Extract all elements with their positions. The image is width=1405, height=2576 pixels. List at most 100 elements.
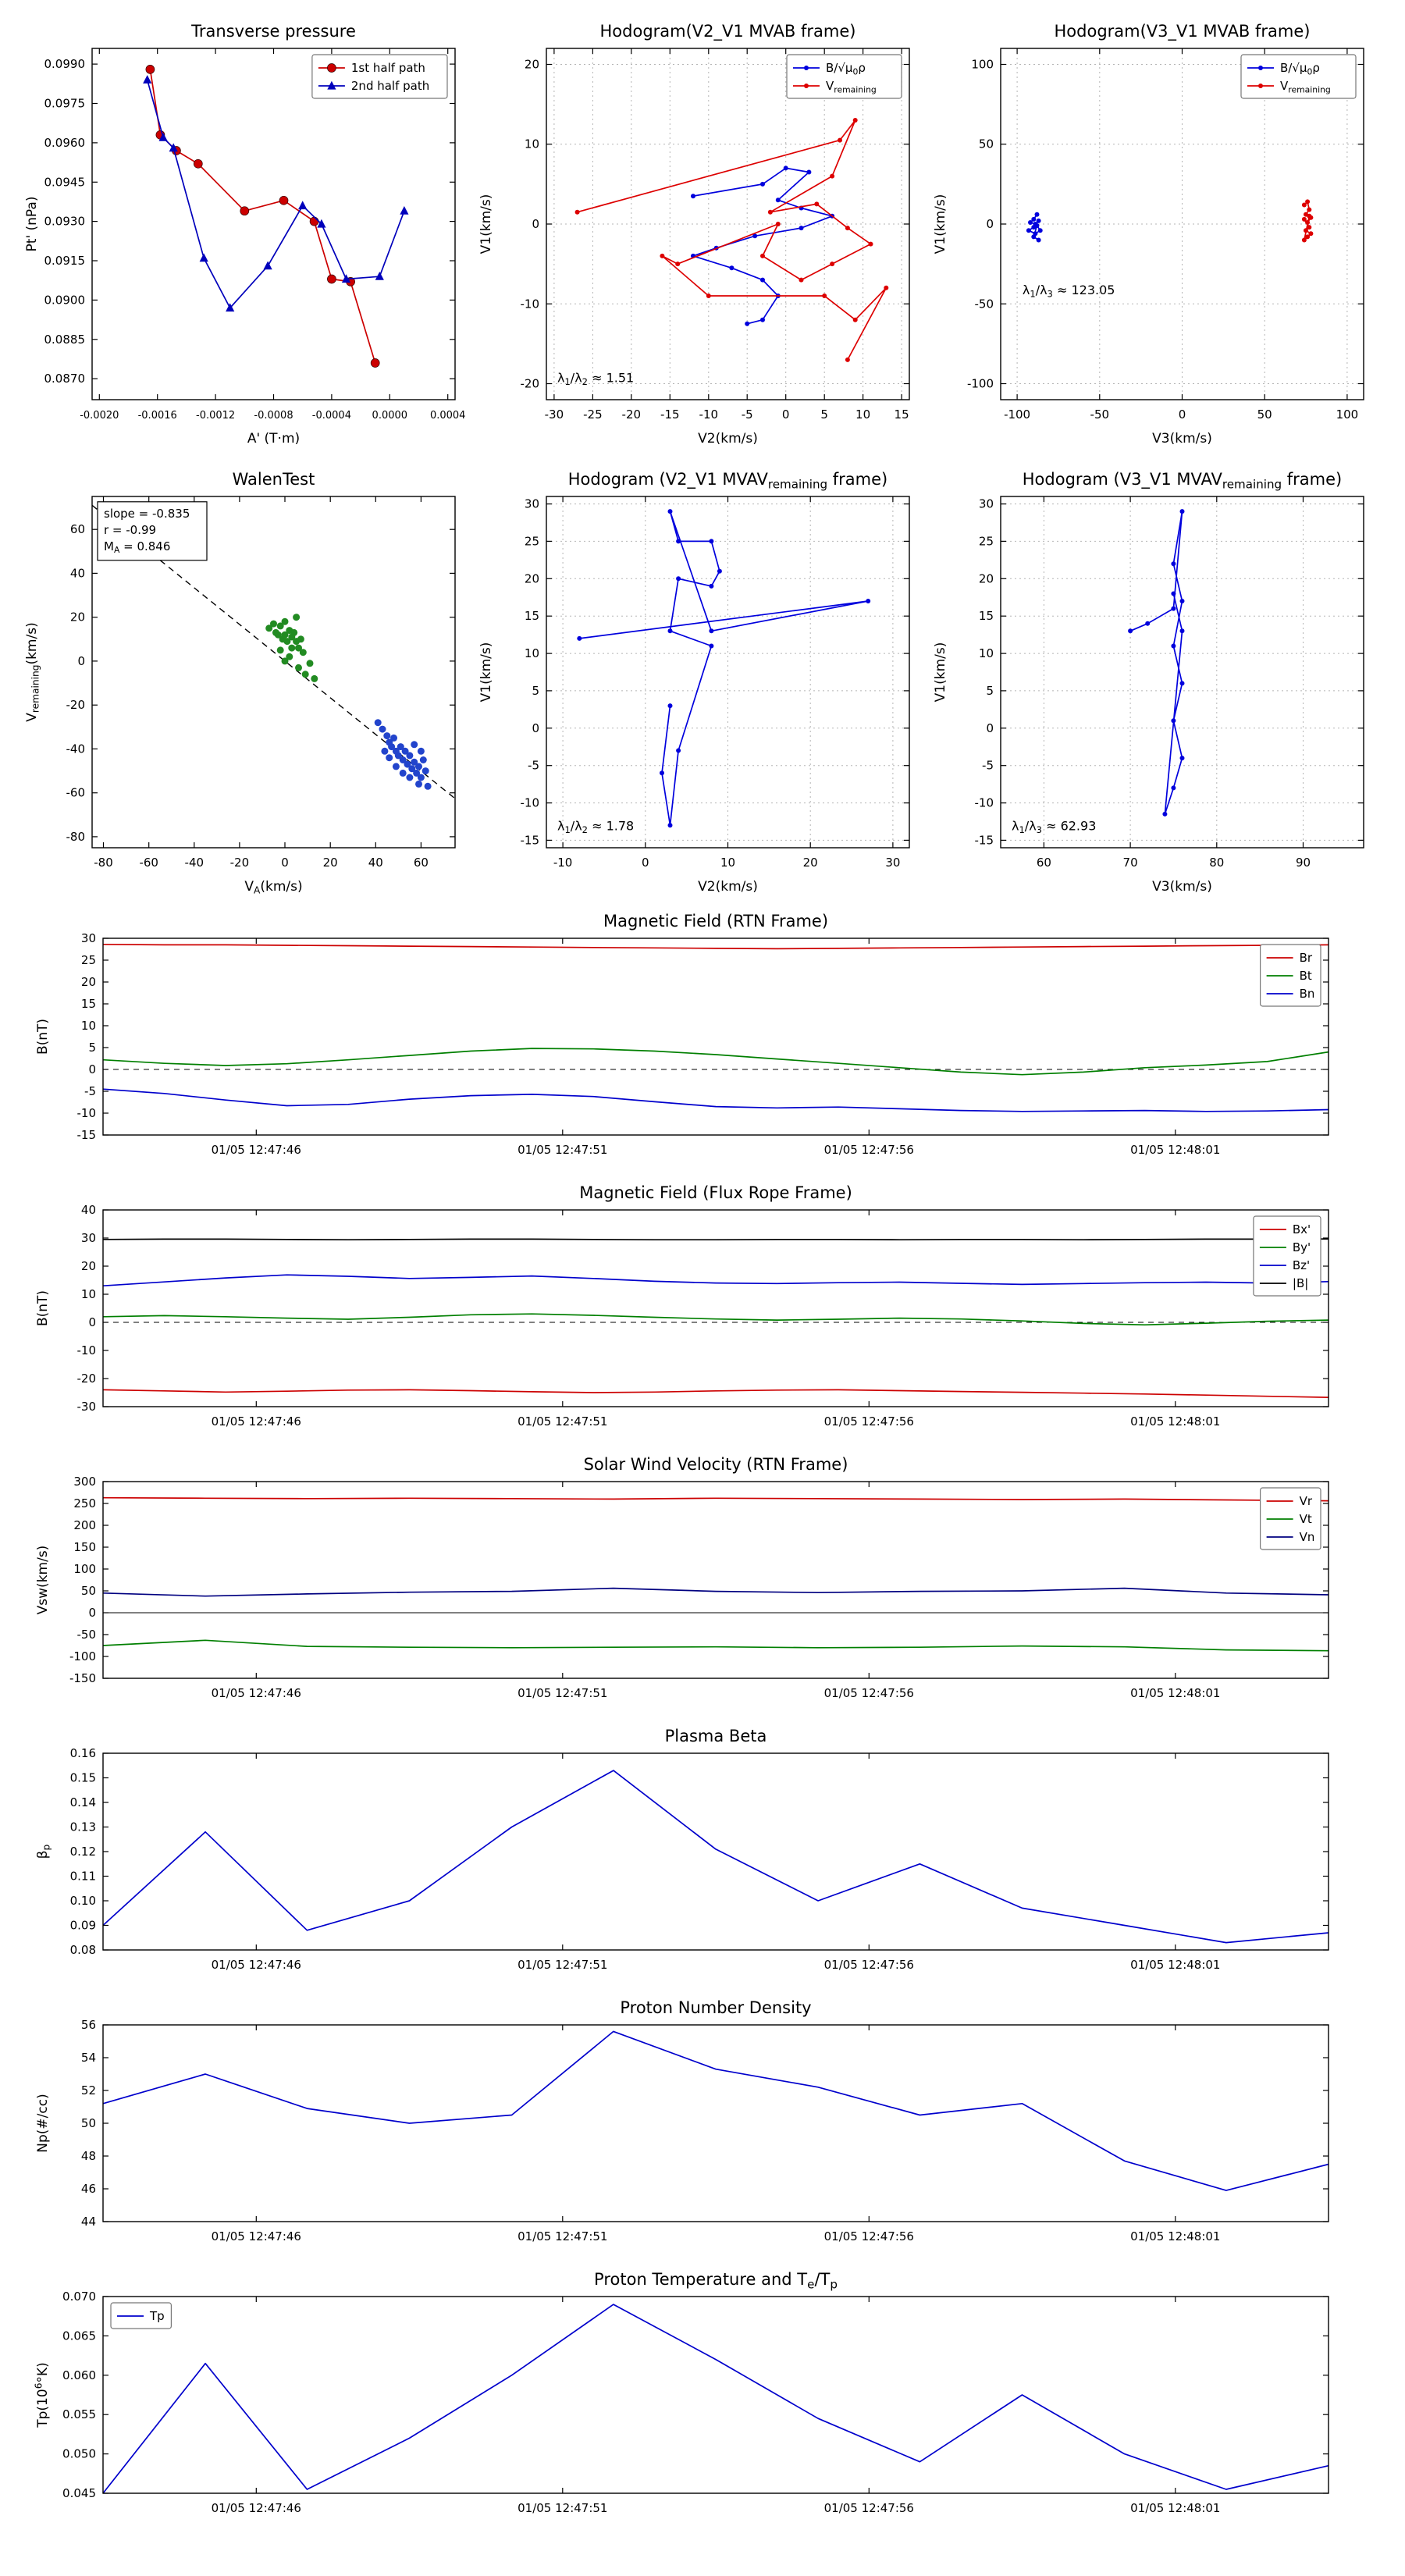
svg-text:r = -0.99: r = -0.99: [104, 523, 156, 537]
svg-text:-0.0004: -0.0004: [312, 410, 351, 422]
svg-text:-20: -20: [622, 407, 642, 422]
svg-text:λ1/λ2 ≈ 1.51: λ1/λ2 ≈ 1.51: [557, 371, 634, 388]
svg-text:0.09: 0.09: [70, 1919, 96, 1933]
svg-text:-10: -10: [521, 796, 540, 810]
svg-text:Hodogram (V3_V1 MVAVremaining: Hodogram (V3_V1 MVAVremaining frame): [1023, 470, 1343, 492]
svg-text:30: 30: [525, 497, 539, 511]
svg-text:-40: -40: [66, 742, 86, 756]
svg-text:0.15: 0.15: [70, 1771, 96, 1785]
svg-text:60: 60: [70, 522, 85, 536]
svg-text:-100: -100: [967, 377, 994, 391]
svg-text:Pt' (nPa): Pt' (nPa): [24, 197, 40, 252]
svg-text:0.070: 0.070: [62, 2290, 96, 2304]
svg-text:5: 5: [532, 684, 539, 698]
svg-text:01/05 12:47:46: 01/05 12:47:46: [212, 2501, 301, 2515]
svg-text:0.0930: 0.0930: [44, 215, 86, 229]
svg-text:-10: -10: [77, 1343, 97, 1357]
svg-text:5: 5: [88, 1041, 96, 1055]
svg-text:01/05 12:47:51: 01/05 12:47:51: [518, 1686, 607, 1700]
svg-text:200: 200: [73, 1518, 96, 1532]
svg-text:250: 250: [73, 1496, 96, 1510]
chart-magnetic-field-fluxrope: 01/05 12:47:46 01/05 12:47:51 01/05 12:47:…: [0, 1180, 1405, 1450]
svg-text:Bn: Bn: [1300, 987, 1315, 1001]
svg-text:βp: βp: [35, 1844, 52, 1859]
svg-text:01/05 12:48:01: 01/05 12:48:01: [1130, 1958, 1220, 1972]
svg-text:0.0870: 0.0870: [44, 372, 86, 386]
svg-text:0.0990: 0.0990: [44, 57, 86, 71]
svg-text:Vn: Vn: [1300, 1530, 1315, 1544]
svg-text:30: 30: [81, 1231, 96, 1245]
svg-text:0: 0: [532, 217, 539, 231]
svg-text:30: 30: [885, 856, 900, 870]
svg-text:01/05 12:48:01: 01/05 12:48:01: [1130, 1414, 1220, 1429]
svg-text:0: 0: [281, 856, 289, 870]
svg-text:λ1/λ3 ≈ 123.05: λ1/λ3 ≈ 123.05: [1023, 283, 1115, 300]
svg-text:01/05 12:48:01: 01/05 12:48:01: [1130, 1686, 1220, 1700]
svg-text:01/05 12:47:46: 01/05 12:47:46: [212, 1686, 301, 1700]
svg-text:V1(km/s): V1(km/s): [478, 642, 494, 703]
svg-text:By': By': [1293, 1240, 1311, 1254]
svg-text:150: 150: [73, 1540, 96, 1554]
svg-text:-10: -10: [521, 297, 540, 311]
svg-text:-150: -150: [69, 1671, 96, 1685]
svg-text:Hodogram(V3_V1 MVAB frame): Hodogram(V3_V1 MVAB frame): [1055, 22, 1311, 41]
svg-text:Np(#/cc): Np(#/cc): [35, 2094, 51, 2152]
svg-text:50: 50: [979, 137, 994, 151]
svg-text:WalenTest: WalenTest: [233, 470, 315, 489]
svg-text:-50: -50: [1090, 407, 1110, 422]
svg-text:15: 15: [979, 609, 994, 623]
svg-text:01/05 12:47:51: 01/05 12:47:51: [518, 2229, 607, 2243]
svg-text:100: 100: [971, 58, 994, 72]
svg-text:0.0975: 0.0975: [44, 97, 86, 111]
svg-text:0.08: 0.08: [70, 1943, 96, 1957]
svg-text:50: 50: [1257, 407, 1272, 422]
svg-text:0: 0: [986, 217, 994, 231]
svg-text:V2(km/s): V2(km/s): [698, 879, 758, 895]
svg-text:Vr: Vr: [1300, 1494, 1313, 1508]
svg-text:60: 60: [1037, 856, 1051, 870]
svg-text:-100: -100: [69, 1649, 96, 1663]
svg-text:01/05 12:47:51: 01/05 12:47:51: [518, 2501, 607, 2515]
svg-text:V3(km/s): V3(km/s): [1152, 879, 1212, 895]
svg-text:0.0945: 0.0945: [44, 175, 86, 189]
svg-text:-15: -15: [660, 407, 680, 422]
svg-text:25: 25: [525, 534, 539, 548]
svg-text:300: 300: [73, 1475, 96, 1489]
svg-text:44: 44: [81, 2215, 96, 2229]
svg-text:-0.0012: -0.0012: [196, 410, 235, 422]
svg-text:Bx': Bx': [1293, 1222, 1311, 1236]
svg-text:V3(km/s): V3(km/s): [1152, 431, 1212, 447]
svg-text:-10: -10: [699, 407, 719, 422]
svg-text:01/05 12:47:51: 01/05 12:47:51: [518, 1958, 607, 1972]
svg-text:V1(km/s): V1(km/s): [478, 194, 494, 254]
svg-text:80: 80: [1209, 856, 1224, 870]
svg-text:15: 15: [525, 609, 539, 623]
svg-text:Bt: Bt: [1300, 969, 1312, 983]
svg-text:0.12: 0.12: [70, 1845, 96, 1859]
subplot-row-2: -80 -60 -40 -20 0 20 40 60 -80 -60 -40 -20 0 20 40 60 Wa…: [0, 459, 1405, 907]
svg-text:20: 20: [525, 58, 539, 72]
svg-text:40: 40: [368, 856, 383, 870]
svg-text:Solar Wind Velocity (RTN Frame: Solar Wind Velocity (RTN Frame): [584, 1455, 848, 1474]
svg-text:Vremaining(km/s): Vremaining(km/s): [24, 622, 41, 721]
svg-text:01/05 12:48:01: 01/05 12:48:01: [1130, 2229, 1220, 2243]
svg-text:5: 5: [820, 407, 828, 422]
chart-transverse-pressure: -0.0020 -0.0016 -0.0012 -0.0008 -0.0004 0.000…: [18, 12, 468, 457]
chart-plasma-beta: 01/05 12:47:46 01/05 12:47:51 01/05 12:47:…: [0, 1724, 1405, 1994]
svg-text:0: 0: [532, 721, 539, 735]
svg-text:0.0885: 0.0885: [44, 333, 86, 347]
svg-text:Bz': Bz': [1293, 1258, 1310, 1272]
svg-text:0.050: 0.050: [62, 2447, 96, 2461]
svg-text:01/05 12:48:01: 01/05 12:48:01: [1130, 1143, 1220, 1157]
chart-solar-wind-velocity: 01/05 12:47:46 01/05 12:47:51 01/05 12:47:…: [0, 1452, 1405, 1722]
subplot-row-1: -0.0020 -0.0016 -0.0012 -0.0008 -0.0004 0.000…: [0, 11, 1405, 459]
svg-text:B/√μ0ρ: B/√μ0ρ: [1280, 61, 1320, 76]
svg-text:-40: -40: [185, 856, 204, 870]
svg-text:0.14: 0.14: [70, 1795, 96, 1809]
svg-text:0: 0: [1179, 407, 1186, 422]
svg-text:-80: -80: [94, 856, 113, 870]
svg-text:46: 46: [81, 2182, 96, 2196]
svg-text:2nd half path: 2nd half path: [351, 79, 429, 93]
svg-text:10: 10: [525, 137, 539, 151]
svg-text:20: 20: [323, 856, 338, 870]
